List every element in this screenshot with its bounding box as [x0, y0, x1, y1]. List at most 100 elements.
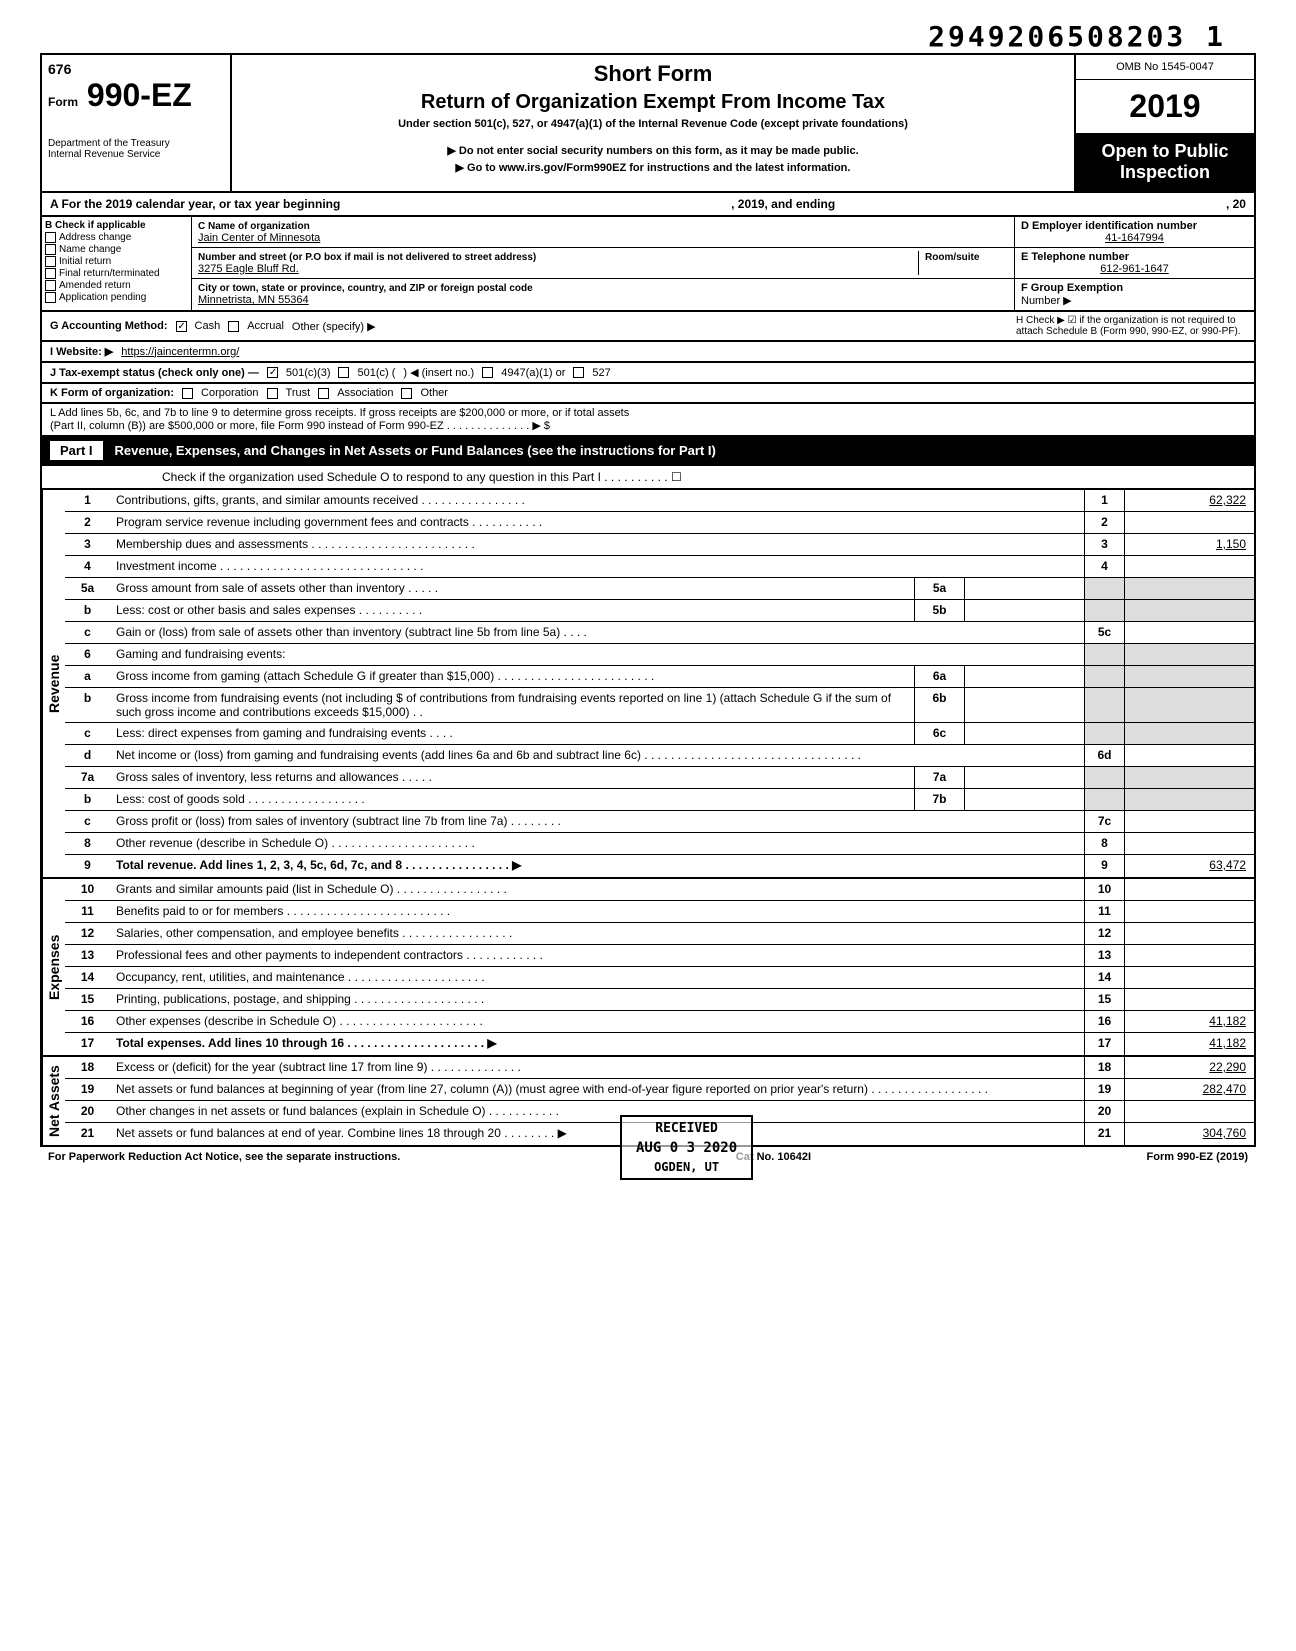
- line-description: Professional fees and other payments to …: [110, 945, 1084, 966]
- line-value: [1124, 556, 1254, 577]
- table-row: cLess: direct expenses from gaming and f…: [65, 723, 1254, 745]
- line-number: 12: [65, 923, 110, 944]
- line-number: c: [65, 811, 110, 832]
- line-value: 22,290: [1124, 1057, 1254, 1078]
- j-o4: 527: [592, 367, 610, 379]
- line-box: 10: [1084, 879, 1124, 900]
- line-description: Excess or (deficit) for the year (subtra…: [110, 1057, 1084, 1078]
- line-number: 4: [65, 556, 110, 577]
- chk-501c3[interactable]: [267, 367, 278, 378]
- table-row: cGain or (loss) from sale of assets othe…: [65, 622, 1254, 644]
- chk-cash[interactable]: [176, 321, 187, 332]
- table-row: dNet income or (loss) from gaming and fu…: [65, 745, 1254, 767]
- line-value: [1124, 622, 1254, 643]
- chk-assoc[interactable]: [318, 388, 329, 399]
- phone-label: E Telephone number: [1021, 251, 1129, 263]
- line-description: Gross income from gaming (attach Schedul…: [110, 666, 914, 687]
- revenue-side-label: Revenue: [42, 490, 65, 877]
- chk-name-change[interactable]: Name change: [45, 244, 188, 255]
- line-number: 3: [65, 534, 110, 555]
- line-box: 2: [1084, 512, 1124, 533]
- chk-corp[interactable]: [182, 388, 193, 399]
- group-exempt-row: F Group Exemption Number ▶: [1015, 279, 1254, 310]
- chk-final-return[interactable]: Final return/terminated: [45, 268, 188, 279]
- website-value: https://jaincentermn.org/: [121, 346, 239, 358]
- line-box: 18: [1084, 1057, 1124, 1078]
- column-d: D Employer identification number 41-1647…: [1014, 217, 1254, 310]
- col-b-title: B Check if applicable: [45, 220, 188, 231]
- chk-accrual[interactable]: [228, 321, 239, 332]
- j-o1: 501(c)(3): [286, 367, 331, 379]
- h-text: H Check ▶ ☑ if the organization is not r…: [1016, 315, 1246, 337]
- line-value: [1124, 879, 1254, 900]
- street-label: Number and street (or P.O box if mail is…: [198, 252, 536, 263]
- chk-4947[interactable]: [482, 367, 493, 378]
- line-box: 4: [1084, 556, 1124, 577]
- shaded-value: [1124, 600, 1254, 621]
- line-description: Gross profit or (loss) from sales of inv…: [110, 811, 1084, 832]
- line-number: 16: [65, 1011, 110, 1032]
- j-o2b: ) ◀ (insert no.): [403, 366, 474, 379]
- org-name: Jain Center of Minnesota: [198, 232, 320, 244]
- table-row: 10Grants and similar amounts paid (list …: [65, 879, 1254, 901]
- line-number: 5a: [65, 578, 110, 599]
- tax-year: 2019: [1076, 80, 1254, 133]
- phone-value: 612-961-1647: [1021, 263, 1248, 275]
- table-row: 13Professional fees and other payments t…: [65, 945, 1254, 967]
- line-value: [1124, 967, 1254, 988]
- chk-501c[interactable]: [338, 367, 349, 378]
- table-row: 12Salaries, other compensation, and empl…: [65, 923, 1254, 945]
- chk-initial-return[interactable]: Initial return: [45, 256, 188, 267]
- document-id: 2949206508203 1: [40, 20, 1256, 53]
- line-value: 41,182: [1124, 1033, 1254, 1055]
- expenses-side-label: Expenses: [42, 879, 65, 1055]
- line-number: c: [65, 723, 110, 744]
- chk-other[interactable]: [401, 388, 412, 399]
- k-o3: Association: [337, 387, 393, 399]
- mid-box: 7b: [914, 789, 964, 810]
- line-box: 13: [1084, 945, 1124, 966]
- section-b-cd: B Check if applicable Address change Nam…: [40, 217, 1256, 312]
- line-number: a: [65, 666, 110, 687]
- table-row: bLess: cost or other basis and sales exp…: [65, 600, 1254, 622]
- part-label: Part I: [50, 441, 103, 460]
- line-value: [1124, 1101, 1254, 1122]
- shaded-box: [1084, 767, 1124, 788]
- column-c: C Name of organization Jain Center of Mi…: [192, 217, 1014, 310]
- table-row: 2Program service revenue including gover…: [65, 512, 1254, 534]
- footer-left: For Paperwork Reduction Act Notice, see …: [48, 1151, 400, 1163]
- chk-amended-return[interactable]: Amended return: [45, 280, 188, 291]
- table-row: 17Total expenses. Add lines 10 through 1…: [65, 1033, 1254, 1055]
- line-box: 9: [1084, 855, 1124, 877]
- form-page: 2949206508203 1 676 Form 990-EZ Departme…: [40, 20, 1256, 1167]
- line-description: Net assets or fund balances at beginning…: [110, 1079, 1084, 1100]
- line-number: b: [65, 688, 110, 722]
- line-number: 18: [65, 1057, 110, 1078]
- chk-527[interactable]: [573, 367, 584, 378]
- form-header: 676 Form 990-EZ Department of the Treasu…: [40, 53, 1256, 193]
- part-i-check: Check if the organization used Schedule …: [40, 466, 1256, 490]
- line-number: b: [65, 789, 110, 810]
- mid-box: 5b: [914, 600, 964, 621]
- f-label: F Group Exemption: [1021, 282, 1123, 294]
- line-description: Gross sales of inventory, less returns a…: [110, 767, 914, 788]
- line-box: 19: [1084, 1079, 1124, 1100]
- shaded-box: [1084, 688, 1124, 722]
- table-row: bGross income from fundraising events (n…: [65, 688, 1254, 723]
- line-box: 3: [1084, 534, 1124, 555]
- row-a-mid: , 2019, and ending: [731, 197, 835, 211]
- chk-address-change[interactable]: Address change: [45, 232, 188, 243]
- line-value: [1124, 833, 1254, 854]
- j-o2: 501(c) (: [357, 367, 395, 379]
- line-description: Printing, publications, postage, and shi…: [110, 989, 1084, 1010]
- line-number: 17: [65, 1033, 110, 1055]
- form-label: Form: [48, 95, 78, 109]
- dept-irs: Internal Revenue Service: [48, 149, 224, 160]
- part-title: Revenue, Expenses, and Changes in Net As…: [115, 443, 716, 458]
- chk-application-pending[interactable]: Application pending: [45, 292, 188, 303]
- chk-trust[interactable]: [267, 388, 278, 399]
- mid-value: [964, 723, 1084, 744]
- shaded-value: [1124, 767, 1254, 788]
- mid-box: 6c: [914, 723, 964, 744]
- shaded-value: [1124, 666, 1254, 687]
